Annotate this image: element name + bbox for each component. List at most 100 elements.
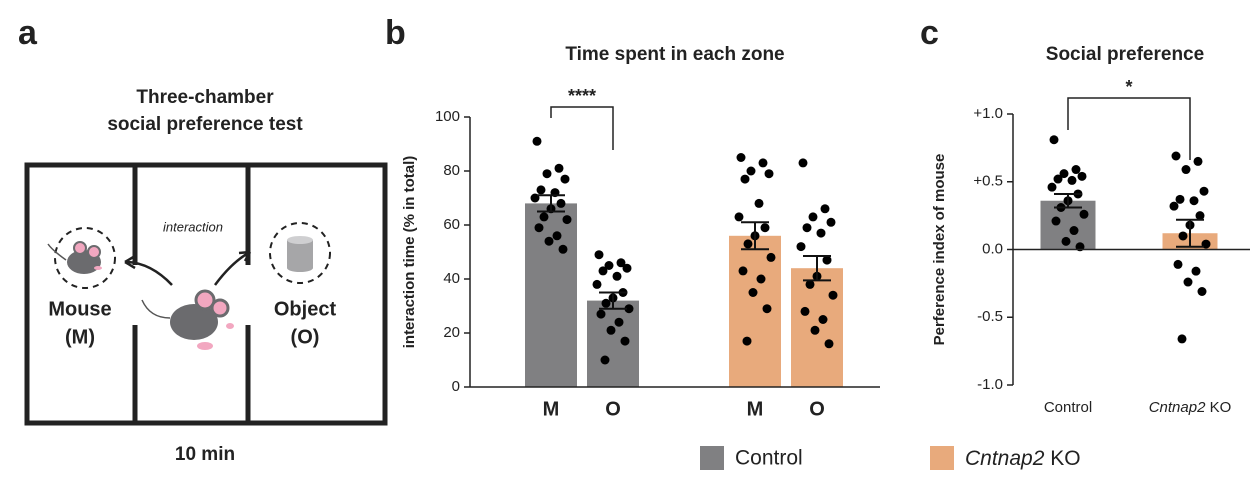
data-point	[1199, 186, 1209, 196]
error-bar	[1176, 218, 1204, 248]
data-point	[532, 136, 542, 146]
x-tick-label: Control	[1044, 399, 1092, 416]
y-tick-label: 40	[443, 270, 460, 287]
data-point	[1071, 165, 1081, 175]
cup	[54, 227, 116, 289]
y-tick-label: 0.0	[982, 240, 1003, 257]
x-tick-label: M	[747, 398, 764, 420]
data-point	[1067, 175, 1077, 185]
data-point	[1173, 259, 1183, 269]
data-point	[624, 304, 634, 314]
data-point	[796, 242, 806, 252]
y-tick-label: -1.0	[977, 376, 1003, 393]
data-point	[552, 231, 562, 241]
legend-swatch	[930, 446, 954, 470]
data-point	[534, 223, 544, 233]
data-point	[740, 174, 750, 184]
data-point	[800, 306, 810, 316]
data-point	[798, 158, 808, 168]
data-point	[746, 166, 756, 176]
data-point	[1178, 231, 1188, 241]
y-axis-title: interaction time (% in total)	[401, 156, 418, 349]
data-point	[600, 355, 610, 365]
data-point	[1181, 165, 1191, 175]
y-tick-label: -0.5	[977, 308, 1003, 325]
error-bar	[537, 194, 565, 213]
y-axis-title: Perference index of mouse	[931, 154, 948, 346]
data-point	[1051, 216, 1061, 226]
data-point	[539, 212, 549, 222]
data-point	[766, 252, 776, 262]
error-bar	[1054, 192, 1082, 209]
data-point	[1183, 277, 1193, 287]
data-point	[1047, 182, 1057, 192]
data-point	[562, 215, 572, 225]
data-point	[556, 198, 566, 208]
duration: 10 min	[175, 444, 235, 465]
data-point	[1175, 194, 1185, 204]
data-point	[1059, 169, 1069, 179]
significance-label: *	[1125, 77, 1132, 97]
diagram-title: social preference test	[107, 114, 303, 135]
mouse-icon	[47, 241, 102, 274]
data-point	[1069, 226, 1079, 236]
y-tick-label: 0	[452, 378, 460, 395]
x-tick-label: M	[543, 398, 560, 420]
panel-label: b	[385, 14, 406, 52]
data-point	[808, 212, 818, 222]
bar	[525, 203, 577, 387]
chamber-label: (M)	[65, 326, 95, 348]
x-tick-label: O	[605, 398, 621, 420]
y-tick-label: 20	[443, 324, 460, 341]
data-point	[1079, 209, 1089, 219]
data-point	[1061, 236, 1071, 246]
diagram-title: Three-chamber	[136, 87, 274, 108]
chamber-label: Object	[274, 298, 337, 320]
data-point	[760, 223, 770, 233]
y-tick-label: +1.0	[973, 105, 1003, 122]
data-point	[828, 290, 838, 300]
panel-label: c	[920, 14, 939, 52]
data-point	[1053, 174, 1063, 184]
panel-label: a	[18, 14, 38, 52]
data-point	[1193, 156, 1203, 166]
error-bar	[599, 291, 627, 310]
data-point	[598, 266, 608, 276]
legend-swatch	[700, 446, 724, 470]
data-point	[614, 317, 624, 327]
data-point	[558, 244, 568, 254]
arrow-label: interaction	[163, 219, 223, 234]
data-point	[1197, 287, 1207, 297]
chamber-box	[24, 162, 388, 426]
data-point	[560, 174, 570, 184]
data-point	[764, 169, 774, 179]
data-point	[754, 198, 764, 208]
chamber-label: (O)	[291, 326, 320, 348]
significance-bracket	[1067, 97, 1191, 160]
data-point	[536, 185, 546, 195]
cup	[269, 222, 331, 284]
data-point	[592, 279, 602, 289]
data-point	[818, 315, 828, 324]
error-bar	[741, 221, 769, 251]
data-point	[606, 325, 616, 335]
data-point	[554, 163, 564, 173]
legend-label: Cntnap2 KO	[965, 447, 1081, 470]
data-point	[824, 339, 834, 349]
data-point	[802, 223, 812, 233]
data-point	[820, 204, 830, 214]
mouse-icon	[141, 289, 234, 350]
data-point	[1191, 266, 1201, 276]
data-point	[1077, 171, 1087, 181]
y-tick-label: 80	[443, 162, 460, 179]
legend-label: Control	[735, 447, 803, 470]
data-point	[826, 217, 836, 227]
data-point	[810, 325, 820, 335]
data-point	[604, 261, 614, 270]
data-point	[743, 239, 753, 249]
data-point	[1177, 334, 1187, 344]
data-point	[756, 274, 766, 284]
data-point	[1049, 135, 1059, 145]
data-point	[542, 169, 552, 179]
significance-label: ****	[568, 86, 596, 106]
